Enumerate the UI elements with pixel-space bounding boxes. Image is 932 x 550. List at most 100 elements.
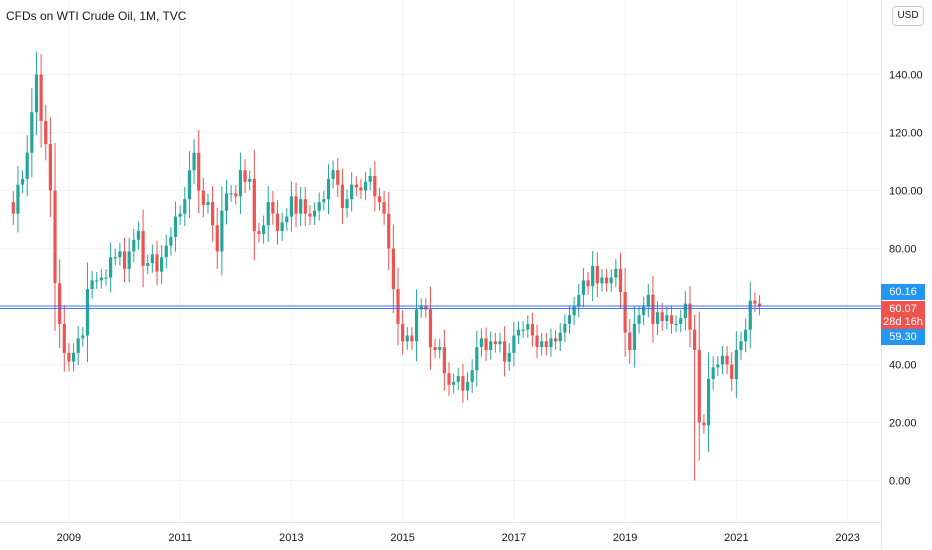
candle-body xyxy=(85,289,90,336)
candle-body xyxy=(11,202,15,214)
candle-body xyxy=(702,422,706,426)
candle-body xyxy=(99,277,103,281)
candle-body xyxy=(53,190,57,284)
candle-body xyxy=(697,350,701,423)
candle-body xyxy=(308,213,312,217)
candle-body xyxy=(363,181,368,191)
y-tick-label: 120.00 xyxy=(889,128,923,140)
candle-body xyxy=(452,381,456,385)
candle-body xyxy=(136,231,141,240)
candle-body xyxy=(521,329,525,331)
candle-body xyxy=(604,277,609,284)
candle-body xyxy=(757,303,762,307)
y-tick-label: 140.00 xyxy=(889,70,923,82)
grid xyxy=(0,0,881,522)
candle-body xyxy=(628,332,632,350)
candle-body xyxy=(489,341,493,350)
candle-body xyxy=(132,239,136,252)
last-price-label: 60.07 28d 16h xyxy=(881,301,925,334)
candle-body xyxy=(164,245,168,258)
candle-body xyxy=(206,202,210,205)
candle-body xyxy=(642,306,646,316)
candle-body xyxy=(336,170,340,185)
candle-body xyxy=(71,352,76,362)
candle-body xyxy=(484,338,488,350)
candle-body xyxy=(688,303,692,330)
candle-body xyxy=(127,251,131,269)
candle-body xyxy=(294,196,298,214)
candle-body xyxy=(345,199,349,208)
candle-body xyxy=(526,323,530,330)
candle-body xyxy=(693,329,697,350)
candle-body xyxy=(623,292,627,333)
candle-body xyxy=(229,193,233,195)
candle-body xyxy=(20,178,25,185)
candle-body xyxy=(637,315,641,324)
last-price-text: 60.07 xyxy=(889,303,917,316)
candle-body xyxy=(257,231,261,234)
candle-body xyxy=(651,294,655,324)
candle-body xyxy=(493,341,497,345)
candle-body xyxy=(405,335,409,342)
candle-body xyxy=(674,323,678,326)
candle-body xyxy=(683,303,687,319)
candle-body xyxy=(16,184,20,214)
candle-body xyxy=(169,236,173,246)
candle-body xyxy=(34,74,39,113)
candle-body xyxy=(331,170,335,179)
candle-body xyxy=(725,355,729,365)
candle-body xyxy=(25,152,29,179)
candle-body xyxy=(215,225,219,252)
price-label-lower-text: 59.30 xyxy=(889,330,917,343)
x-tick-label: 2017 xyxy=(502,532,526,544)
candle-body xyxy=(224,193,229,211)
y-tick-label: 100.00 xyxy=(889,186,923,198)
candle-body xyxy=(248,178,252,182)
price-label-lower: 59.30 xyxy=(881,328,925,345)
candle-body xyxy=(744,329,748,342)
candle-body xyxy=(377,196,382,203)
price-label-upper: 60.16 xyxy=(881,284,925,301)
candle-body xyxy=(178,213,182,217)
candle-body xyxy=(81,335,85,339)
candle-body xyxy=(470,370,474,382)
candle-body xyxy=(155,254,159,272)
candle-body xyxy=(475,347,479,371)
candle-body xyxy=(614,268,618,278)
candle-body xyxy=(146,263,150,266)
candle-body xyxy=(577,294,581,307)
x-tick-label: 2009 xyxy=(57,532,81,544)
candle-body xyxy=(39,74,43,121)
candle-body xyxy=(220,210,224,252)
candle-body xyxy=(516,329,521,336)
candle-body xyxy=(618,268,623,292)
candle-body xyxy=(48,144,52,191)
candle-body xyxy=(655,312,660,324)
candle-body xyxy=(30,112,34,153)
candles xyxy=(11,51,762,481)
candle-body xyxy=(192,152,196,171)
candle-body xyxy=(354,184,358,188)
candle-body xyxy=(632,323,636,350)
candle-body xyxy=(679,318,683,324)
candle-body xyxy=(438,347,442,350)
candle-body xyxy=(234,193,238,197)
y-tick-label: 20.00 xyxy=(889,418,917,430)
candle-body xyxy=(716,364,720,368)
countdown-text: 28d 16h xyxy=(883,316,923,329)
candle-body xyxy=(512,335,516,353)
candle-body xyxy=(90,280,94,290)
candle-body xyxy=(391,248,395,290)
candle-body xyxy=(350,184,354,200)
candle-body xyxy=(118,251,122,258)
currency-button[interactable]: USD xyxy=(892,6,924,26)
candle-body xyxy=(322,199,326,203)
candle-body xyxy=(544,341,548,348)
x-tick-label: 2023 xyxy=(835,532,859,544)
candle-body xyxy=(238,170,243,197)
candle-body xyxy=(540,341,544,348)
candle-body xyxy=(549,338,553,348)
candle-body xyxy=(113,257,117,259)
